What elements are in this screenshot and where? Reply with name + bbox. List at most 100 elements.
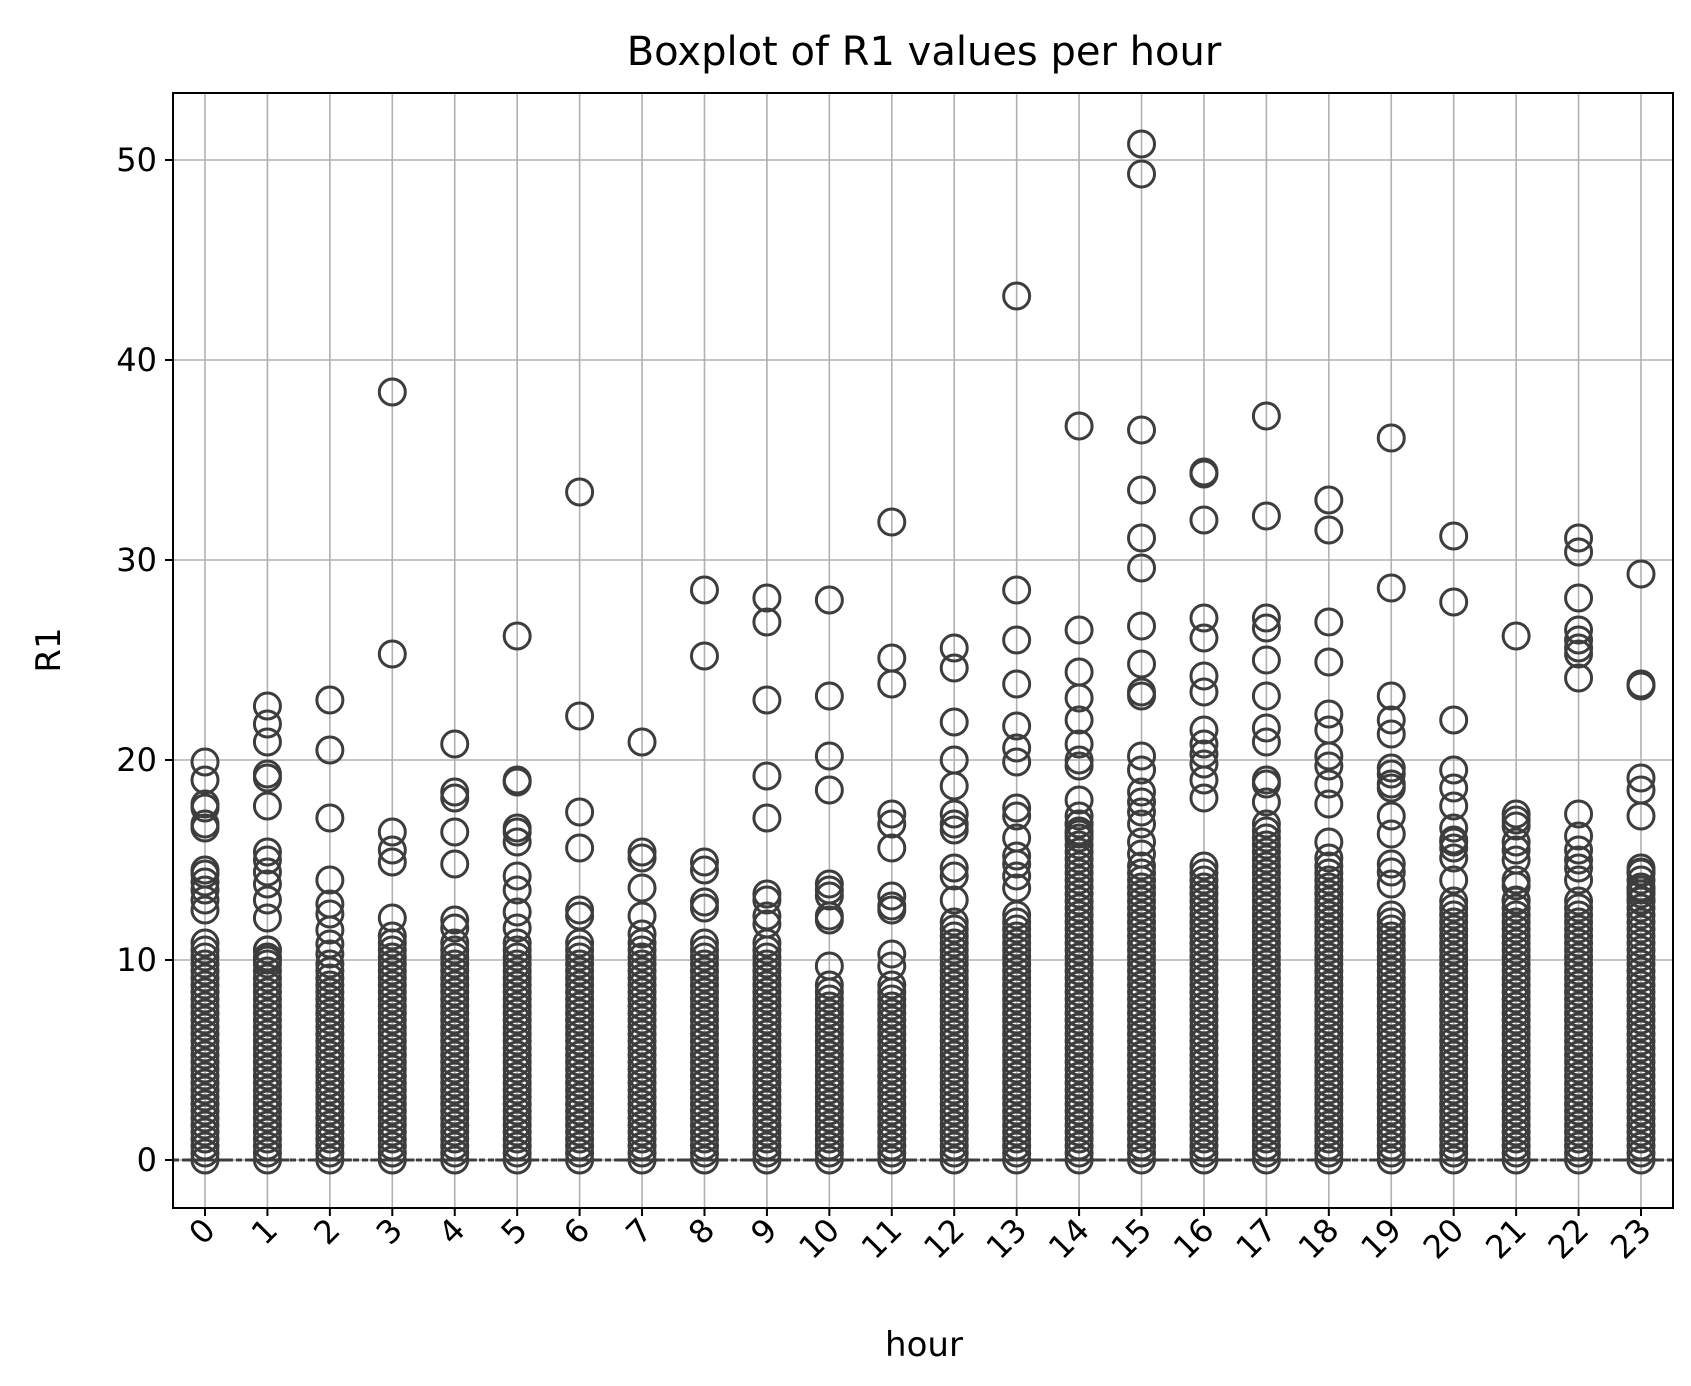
outlier-point [1064, 886, 1094, 916]
outlier-point [315, 1124, 345, 1154]
outlier-point [1501, 1019, 1531, 1049]
outlier-point [1189, 729, 1219, 759]
outlier-point [1376, 1047, 1406, 1077]
outlier-point [1501, 907, 1531, 937]
outlier-point [1251, 603, 1281, 633]
outlier-point [689, 956, 719, 986]
outlier-point [1002, 1110, 1032, 1140]
outlier-point [1314, 921, 1344, 951]
outlier-point [1626, 935, 1656, 965]
outlier-point [440, 998, 470, 1028]
outlier-point [1439, 587, 1469, 617]
outlier-point [1314, 515, 1344, 545]
outlier-point [1439, 843, 1469, 873]
outlier-point [565, 977, 595, 1007]
outlier-point [814, 998, 844, 1028]
outlier-point [1251, 613, 1281, 643]
outlier-point [1439, 893, 1469, 923]
outlier-point [377, 377, 407, 407]
outlier-point [814, 1124, 844, 1154]
outlier-point [1064, 963, 1094, 993]
outlier-point [1439, 813, 1469, 843]
outlier-point [440, 849, 470, 879]
outlier-point [1127, 1026, 1157, 1056]
outlier-point [252, 998, 282, 1028]
outlier-point [1439, 1019, 1469, 1049]
outlier-point [1376, 1026, 1406, 1056]
outlier-point [1002, 942, 1032, 972]
outlier-point [1002, 669, 1032, 699]
outlier-point [1564, 1138, 1594, 1168]
outlier-point [1439, 1124, 1469, 1154]
outlier-point [1127, 998, 1157, 1028]
outlier-point [1064, 872, 1094, 902]
outlier-point [1251, 809, 1281, 839]
outlier-point [1064, 1082, 1094, 1112]
outlier-point [1626, 977, 1656, 1007]
outlier-point [565, 949, 595, 979]
outlier-point [1002, 1138, 1032, 1168]
hour-box-20 [1431, 521, 1476, 1175]
outlier-point [1626, 559, 1656, 589]
outlier-point [1064, 1012, 1094, 1042]
outlier-point [1189, 715, 1219, 745]
outlier-point [315, 1117, 345, 1147]
outlier-point [1251, 1075, 1281, 1105]
outlier-point [1064, 801, 1094, 831]
outlier-point [1189, 851, 1219, 881]
outlier-point [752, 761, 782, 791]
outlier-point [877, 1089, 907, 1119]
outlier-point [1002, 1040, 1032, 1070]
outlier-point [1127, 1054, 1157, 1084]
outlier-point [1314, 865, 1344, 895]
x-tick-label: 18 [1291, 1211, 1347, 1267]
outlier-point [315, 949, 345, 979]
outlier-point [1376, 1005, 1406, 1035]
outlier-point [1127, 1033, 1157, 1063]
outlier-point [1064, 1089, 1094, 1119]
outlier-point [377, 1054, 407, 1084]
outlier-point [689, 984, 719, 1014]
outlier-point [1564, 1110, 1594, 1140]
outlier-point [1127, 1061, 1157, 1091]
x-tick-label: 16 [1166, 1211, 1222, 1267]
outlier-point [252, 1026, 282, 1056]
outlier-point [1376, 914, 1406, 944]
outlier-point [1564, 639, 1594, 669]
outlier-point [1626, 1110, 1656, 1140]
outlier-point [1189, 991, 1219, 1021]
outlier-point [1376, 949, 1406, 979]
outlier-point [252, 1040, 282, 1070]
outlier-point [1314, 789, 1344, 819]
outlier-point [190, 1047, 220, 1077]
outlier-point [252, 1096, 282, 1126]
outlier-point [1626, 1103, 1656, 1133]
outlier-point [1626, 885, 1656, 915]
x-tick-label: 11 [854, 1211, 910, 1267]
x-tick-label: 7 [618, 1211, 659, 1252]
outlier-point [877, 507, 907, 537]
hour-box-6 [557, 477, 602, 1175]
outlier-point [1314, 1082, 1344, 1112]
outlier-point [1189, 677, 1219, 707]
outlier-point [190, 1012, 220, 1042]
outlier-point [877, 833, 907, 863]
grid-lines [173, 93, 1673, 1208]
outlier-point [939, 1061, 969, 1091]
outlier-point [939, 1047, 969, 1077]
outlier-point [1564, 1061, 1594, 1091]
outlier-point [1626, 1005, 1656, 1035]
outlier-point [752, 1061, 782, 1091]
outlier-point [377, 1047, 407, 1077]
outlier-point [627, 1019, 657, 1049]
outlier-point [502, 1019, 532, 1049]
outlier-point [627, 1096, 657, 1126]
outlier-point [377, 1068, 407, 1098]
outlier-point [252, 1012, 282, 1042]
outlier-point [877, 881, 907, 911]
outlier-point [377, 1005, 407, 1035]
outlier-point [939, 1068, 969, 1098]
x-tick-label: 10 [791, 1211, 847, 1267]
outlier-point [502, 1061, 532, 1091]
outlier-point [752, 991, 782, 1021]
